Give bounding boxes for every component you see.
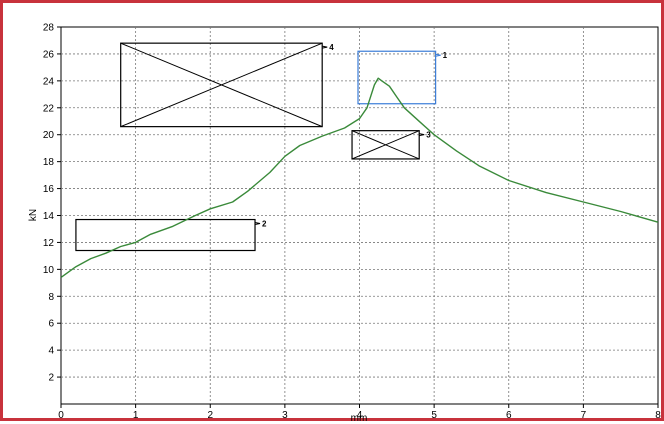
y-tick-label: 4	[48, 346, 54, 357]
annotation-box-label: 2	[262, 220, 267, 229]
annotation-box-3: 3	[351, 130, 431, 160]
annotation-box-pointer	[419, 134, 425, 137]
x-tick-label: 3	[282, 410, 288, 421]
annotation-box-label: 1	[443, 51, 448, 60]
y-tick-label: 6	[48, 319, 54, 330]
annotation-box-2: 2	[75, 218, 267, 252]
y-tick-label: 14	[43, 211, 55, 222]
x-ticks: 0 1 2 3 4 5 6 7 8	[58, 404, 661, 421]
x-tick-label: 5	[431, 410, 437, 421]
annotation-box-1: 1	[357, 50, 448, 105]
y-tick-label: 26	[43, 49, 55, 60]
annotation-box-pointer	[254, 223, 261, 226]
annotation-box-label: 3	[426, 131, 431, 140]
y-tick-label: 12	[43, 238, 55, 249]
annotation-box-rect	[75, 218, 256, 252]
x-tick-label: 7	[581, 410, 587, 421]
y-tick-label: 2	[48, 373, 54, 384]
annotation-box-4: 4	[120, 42, 334, 128]
series-group	[60, 77, 659, 278]
x-tick-label: 8	[655, 410, 661, 421]
x-tick-label: 0	[58, 410, 64, 421]
y-axis-label: kN	[28, 209, 39, 221]
x-tick-label: 1	[133, 410, 139, 421]
annotation-box-rect	[357, 50, 437, 105]
series-line	[60, 77, 659, 278]
y-tick-label: 22	[43, 103, 55, 114]
annotation-box-pointer	[322, 46, 328, 49]
annotation-box-rect	[120, 42, 323, 128]
y-tick-label: 18	[43, 157, 55, 168]
x-tick-label: 6	[506, 410, 512, 421]
annotation-box-rect	[351, 130, 420, 160]
annotation-box-diagonal	[351, 130, 420, 160]
annotation-box-pointer	[435, 54, 441, 57]
y-tick-label: 20	[43, 130, 55, 141]
y-tick-label: 16	[43, 184, 55, 195]
y-tick-label: 8	[48, 292, 54, 303]
x-axis-label: mm	[351, 413, 368, 424]
annotation-box-label: 4	[329, 43, 334, 52]
y-tick-label: 24	[43, 76, 55, 87]
y-tick-label: 10	[43, 265, 55, 276]
annotation-box-diagonal	[120, 42, 323, 128]
y-tick-label: 28	[43, 23, 55, 34]
x-tick-label: 4	[357, 410, 363, 421]
x-tick-label: 2	[207, 410, 213, 421]
grid-lines	[61, 27, 658, 404]
annotation-boxes: 1 2 3 4	[75, 42, 448, 252]
